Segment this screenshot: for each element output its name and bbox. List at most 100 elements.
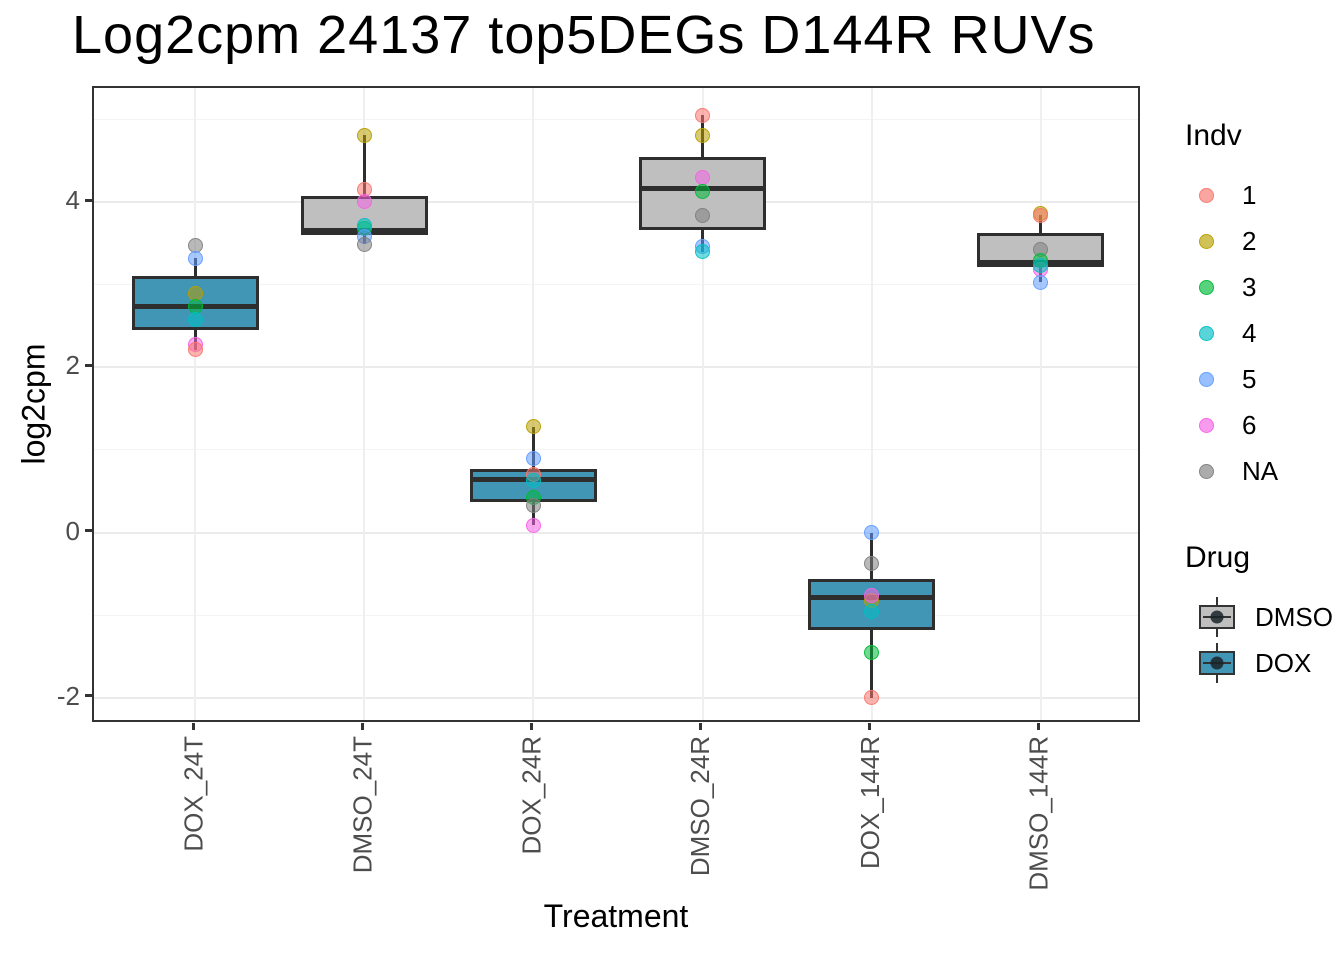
legend-indv-item-5: 5 xyxy=(1185,356,1344,402)
y-tick-4 xyxy=(85,198,92,202)
legend-indv-item-6: 6 xyxy=(1185,402,1344,448)
gridline-x-DMSO_24T xyxy=(363,88,366,720)
data-point-DOX_24R-indv-5 xyxy=(525,451,541,467)
legend-drug: Drug DMSO DOX xyxy=(1185,540,1344,686)
legend-indv: Indv 1 2 3 4 5 6 NA xyxy=(1185,118,1344,494)
data-point-DMSO_144R-indv-5 xyxy=(1033,274,1049,290)
legend-indv-title: Indv xyxy=(1185,119,1242,152)
data-point-DOX_24R-indv-4 xyxy=(525,472,541,488)
data-point-DMSO_24T-indv-NA xyxy=(356,236,372,252)
gridline-major-y-2 xyxy=(94,696,1138,699)
legend-label-indv-6: 6 xyxy=(1242,409,1257,440)
data-point-DOX_144R-indv-3 xyxy=(864,644,880,660)
legend-drug-item-DOX: DOX xyxy=(1185,640,1344,686)
legend-key-boxplot-DOX xyxy=(1199,643,1235,683)
data-point-DOX_144R-indv-6 xyxy=(864,587,880,603)
data-point-DMSO_24R-indv-NA xyxy=(695,207,711,223)
x-tick-label-DOX_24T: DOX_24T xyxy=(178,736,209,852)
data-point-DMSO_24R-indv-4 xyxy=(695,244,711,260)
gridline-minor-y3 xyxy=(94,284,1138,286)
data-point-DMSO_24R-indv-1 xyxy=(695,107,711,123)
legend-label-indv-5: 5 xyxy=(1242,363,1257,394)
legend-key-point xyxy=(1210,656,1224,670)
y-tick-label-4: 4 xyxy=(65,185,80,216)
gridline-major-y0 xyxy=(94,531,1138,534)
legend-indv-item-4: 4 xyxy=(1185,310,1344,356)
x-tick-label-DOX_24R: DOX_24R xyxy=(516,736,547,855)
legend-label-indv-3: 3 xyxy=(1242,271,1257,302)
data-point-DOX_24T-indv-4 xyxy=(187,311,203,327)
legend-label-drug-DMSO: DMSO xyxy=(1255,601,1333,632)
data-point-DMSO_24T-indv-6 xyxy=(356,193,372,209)
data-point-DOX_144R-indv-4 xyxy=(864,604,880,620)
legend-dot-indv-NA xyxy=(1199,463,1214,479)
legend-indv-item-1: 1 xyxy=(1185,172,1344,218)
x-tick-label-DOX_144R: DOX_144R xyxy=(854,736,885,869)
data-point-DOX_24R-indv-6 xyxy=(525,517,541,533)
data-point-DOX_24R-indv-NA xyxy=(525,497,541,513)
legend-label-drug-DOX: DOX xyxy=(1255,647,1312,678)
plot-title: Log2cpm 24137 top5DEGs D144R RUVs xyxy=(72,5,1096,65)
legend-label-indv-4: 4 xyxy=(1242,317,1257,348)
legend-label-indv-NA: NA xyxy=(1242,455,1279,486)
legend-label-indv-2: 2 xyxy=(1242,225,1257,256)
legend-label-indv-1: 1 xyxy=(1242,179,1257,210)
data-point-DOX_144R-indv-5 xyxy=(864,525,880,541)
x-tick-label-DMSO_24T: DMSO_24T xyxy=(347,736,378,874)
data-point-DOX_144R-indv-1 xyxy=(864,690,880,706)
legend-drug-title: Drug xyxy=(1185,541,1251,574)
data-point-DOX_24R-indv-2 xyxy=(525,419,541,435)
x-tick-DMSO_24T xyxy=(360,723,364,730)
data-point-DOX_24T-indv-1 xyxy=(187,342,203,358)
data-point-DMSO_24R-indv-6 xyxy=(695,169,711,185)
x-tick-DOX_24T xyxy=(191,723,195,730)
gridline-minor-y5 xyxy=(94,118,1138,120)
y-tick-label-0: 0 xyxy=(65,515,80,546)
legend-dot-indv-2 xyxy=(1199,233,1214,249)
legend-indv-item-NA: NA xyxy=(1185,448,1344,494)
legend-key-point xyxy=(1210,610,1224,624)
data-point-DMSO_144R-indv-1 xyxy=(1033,207,1049,223)
legend-dot-indv-6 xyxy=(1199,417,1214,433)
legend-dot-indv-5 xyxy=(1199,371,1214,387)
legend-indv-items: 1 2 3 4 5 6 NA xyxy=(1185,172,1344,494)
gridline-x-DOX_24T xyxy=(194,88,197,720)
gridline-major-y4 xyxy=(94,201,1138,204)
legend-indv-item-2: 2 xyxy=(1185,218,1344,264)
x-tick-DOX_144R xyxy=(868,723,872,730)
y-tick-label-2: 2 xyxy=(65,350,80,381)
legend-indv-item-3: 3 xyxy=(1185,264,1344,310)
legend-drug-item-DMSO: DMSO xyxy=(1185,594,1344,640)
y-tick-label--2: -2 xyxy=(56,680,80,711)
x-tick-DMSO_24R xyxy=(699,723,703,730)
x-tick-DMSO_144R xyxy=(1037,723,1041,730)
data-point-DOX_144R-indv-NA xyxy=(864,555,880,571)
legend-dot-indv-4 xyxy=(1199,325,1214,341)
y-tick-0 xyxy=(85,529,92,533)
x-tick-label-DMSO_24R: DMSO_24R xyxy=(685,736,716,877)
legend-drug-items: DMSO DOX xyxy=(1185,594,1344,686)
legend-dot-indv-1 xyxy=(1199,187,1214,203)
legend-key-boxplot-DMSO xyxy=(1199,597,1235,637)
x-tick-label-DMSO_144R: DMSO_144R xyxy=(1023,736,1054,891)
y-axis-title: log2cpm xyxy=(15,343,52,465)
plot-panel xyxy=(92,86,1140,722)
gridline-x-DOX_24R xyxy=(532,88,535,720)
gridline-x-DMSO_24R xyxy=(701,88,704,720)
data-point-DMSO_24T-indv-2 xyxy=(356,127,372,143)
gridline-x-DMSO_144R xyxy=(1039,88,1042,720)
data-point-DMSO_24R-indv-2 xyxy=(695,128,711,144)
y-tick--2 xyxy=(85,694,92,698)
gridline-x-DOX_144R xyxy=(870,88,873,720)
x-axis-title: Treatment xyxy=(543,898,689,934)
gridline-minor-y1 xyxy=(94,449,1138,451)
data-point-DMSO_144R-indv-4 xyxy=(1033,258,1049,274)
data-point-DOX_24T-indv-5 xyxy=(187,250,203,266)
legend-dot-indv-3 xyxy=(1199,279,1214,295)
gridline-minor-y-1 xyxy=(94,614,1138,616)
x-tick-DOX_24R xyxy=(529,723,533,730)
data-point-DMSO_24R-indv-3 xyxy=(695,183,711,199)
gridline-major-y2 xyxy=(94,366,1138,369)
y-tick-2 xyxy=(85,363,92,367)
